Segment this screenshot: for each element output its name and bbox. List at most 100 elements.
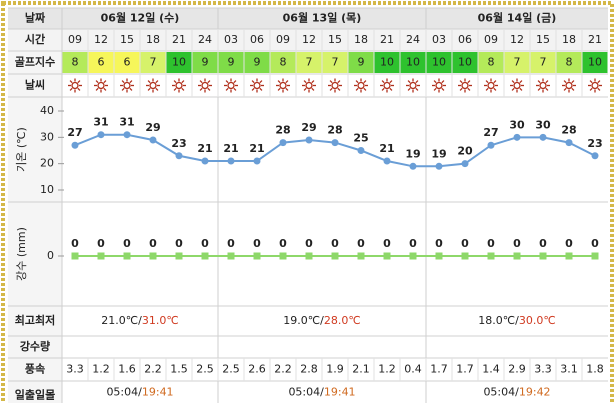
- point: [305, 252, 313, 260]
- wind: 1.4: [482, 363, 500, 376]
- sun-ray: [597, 80, 601, 84]
- point: [487, 141, 495, 149]
- sun-ray: [207, 80, 211, 84]
- weather-icon: [146, 78, 160, 93]
- value-label: 0: [591, 237, 599, 250]
- sun-part: 05:04: [483, 386, 515, 399]
- value-label: 0: [123, 237, 131, 250]
- time-bg: [8, 29, 608, 51]
- sun-ray: [173, 87, 177, 91]
- point: [175, 252, 183, 260]
- weather-icon: [224, 78, 238, 93]
- sun-ray: [519, 80, 523, 84]
- sun-ray: [441, 80, 445, 84]
- golf-index: 10: [588, 56, 602, 69]
- sun-ray: [129, 87, 133, 91]
- sun-core: [123, 81, 131, 90]
- weather-icon: [328, 78, 342, 93]
- golf-cell: [504, 52, 530, 73]
- sun-part: 05:04: [288, 386, 320, 399]
- golf-cell: [166, 52, 192, 73]
- min-max-part: 21.0℃: [101, 314, 138, 327]
- point: [539, 252, 547, 260]
- value-label: 23: [587, 137, 602, 150]
- sun-core: [435, 81, 443, 90]
- sun-core: [565, 81, 573, 90]
- point: [201, 252, 209, 260]
- golf-index: 6: [124, 56, 131, 69]
- sun-core: [149, 81, 157, 90]
- value-label: 0: [539, 237, 547, 250]
- sun-ray: [493, 80, 497, 84]
- golf-cell: [192, 52, 218, 73]
- weather-icon: [484, 78, 498, 93]
- golf-cell: [62, 52, 88, 73]
- point: [305, 136, 313, 144]
- sun-ray: [129, 80, 133, 84]
- date-header: 06월 14일 (금): [478, 11, 557, 25]
- sun-ray: [381, 80, 385, 84]
- golf-index: 10: [380, 56, 394, 69]
- sun-ray: [277, 80, 281, 84]
- sun-ray: [251, 80, 255, 84]
- sun-part: 05:04: [106, 386, 138, 399]
- sun-ray: [329, 80, 333, 84]
- sun-core: [539, 81, 547, 90]
- golf-index: 10: [172, 56, 186, 69]
- sun-ray: [147, 80, 151, 84]
- value-label: 30: [509, 118, 525, 131]
- point: [123, 252, 131, 260]
- value-label: 0: [435, 237, 443, 250]
- golf-cell: [374, 52, 400, 73]
- point: [565, 139, 573, 147]
- golf-index: 7: [332, 56, 339, 69]
- time: 12: [510, 33, 524, 46]
- wind: 2.2: [274, 363, 292, 376]
- header-bg: [8, 8, 608, 29]
- sun-ray: [355, 87, 359, 91]
- time: 21: [172, 33, 186, 46]
- weather-icon: [94, 78, 108, 93]
- sun-ray: [181, 80, 185, 84]
- time: 18: [562, 33, 576, 46]
- time: 21: [380, 33, 394, 46]
- min-max: 18.0℃/30.0℃: [478, 314, 555, 327]
- min-max-part: 18.0℃: [478, 314, 515, 327]
- value-label: 29: [145, 121, 160, 134]
- point: [409, 252, 417, 260]
- golf-cell: [582, 52, 608, 73]
- value-label: 0: [97, 237, 105, 250]
- row-label: 일출일몰: [15, 388, 55, 402]
- sun-ray: [589, 87, 593, 91]
- sun-ray: [277, 87, 281, 91]
- point: [435, 162, 443, 170]
- sun-ray: [415, 80, 419, 84]
- point: [123, 131, 131, 139]
- weather-icon: [510, 78, 524, 93]
- sun-core: [461, 81, 469, 90]
- sun-ray: [95, 80, 99, 84]
- min-max-part: /: [515, 314, 519, 327]
- wind: 1.6: [118, 363, 136, 376]
- wind: 2.2: [144, 363, 162, 376]
- sun-ray: [337, 87, 341, 91]
- time: 24: [198, 33, 212, 46]
- value-label: 0: [279, 237, 287, 250]
- value-label: 25: [353, 132, 368, 145]
- golf-index: 9: [228, 56, 235, 69]
- sun-ray: [173, 80, 177, 84]
- value-label: 0: [383, 237, 391, 250]
- sun-core: [513, 81, 521, 90]
- row-label: 강수량: [20, 339, 50, 353]
- sun-ray: [233, 80, 237, 84]
- min-max-part: 31.0℃: [142, 314, 179, 327]
- row-label: 풍속: [25, 363, 45, 376]
- sun-ray: [511, 87, 515, 91]
- sun-ray: [225, 80, 229, 84]
- sun-core: [305, 81, 313, 90]
- value-label: 19: [431, 147, 446, 160]
- weather-icon: [458, 78, 472, 93]
- point: [461, 160, 469, 168]
- sun-ray: [259, 80, 263, 84]
- sun-ray: [303, 87, 307, 91]
